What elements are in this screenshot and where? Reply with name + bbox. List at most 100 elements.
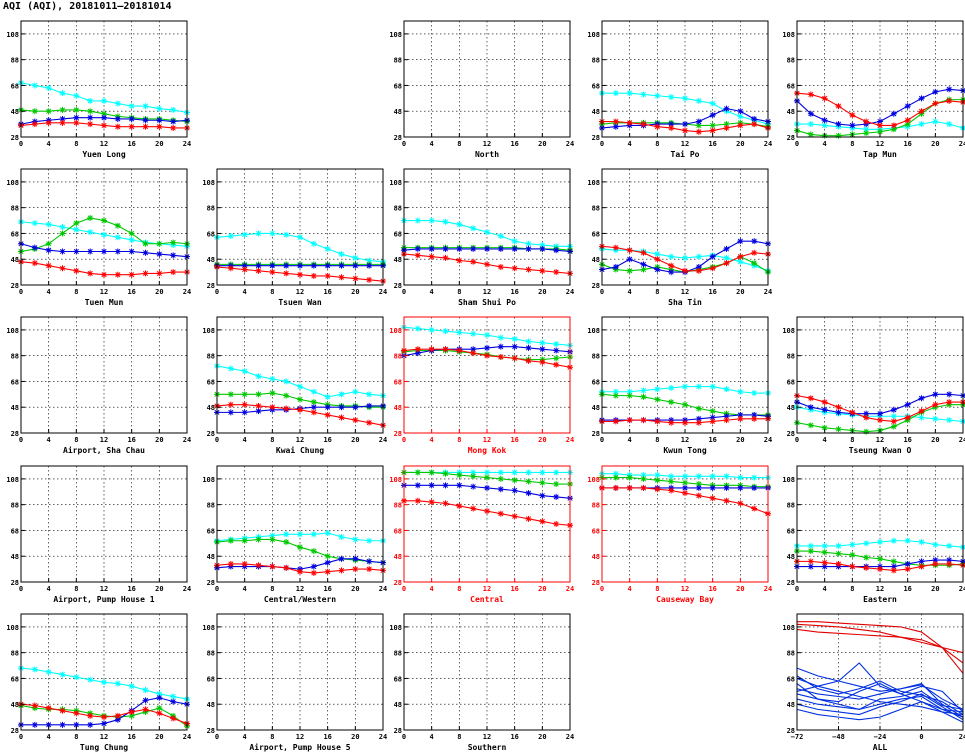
tick-label-x: 24 [379, 585, 387, 593]
data-point [170, 124, 177, 131]
data-point [142, 270, 149, 277]
tick-label-y: 108 [587, 31, 600, 39]
data-point [890, 418, 897, 425]
data-point [87, 121, 94, 128]
data-point [654, 92, 661, 99]
data-point [310, 388, 317, 395]
tick-label-y: 48 [207, 404, 215, 412]
tick-label-y: 68 [11, 230, 19, 238]
series-line [796, 667, 964, 710]
data-point [470, 505, 477, 512]
data-point [227, 265, 234, 272]
tick-label-x: 12 [681, 288, 689, 296]
data-point [101, 720, 107, 727]
data-point [470, 245, 477, 252]
data-point [821, 122, 828, 129]
data-point [807, 548, 814, 555]
data-point [73, 106, 80, 113]
data-point [751, 411, 758, 418]
data-point [668, 124, 675, 131]
data-point [695, 122, 702, 129]
data-point [835, 409, 842, 416]
tick-label-y: 28 [787, 134, 795, 142]
data-point [470, 483, 477, 490]
panel-title: Central/Western [264, 595, 336, 604]
data-point [456, 472, 463, 479]
data-point [352, 404, 359, 411]
tick-label-x: 24 [764, 140, 772, 148]
tick-label-x: 4 [628, 140, 632, 148]
data-point [170, 715, 177, 722]
tick-label-x: 8 [850, 436, 854, 444]
data-point [821, 559, 828, 566]
data-point [695, 481, 702, 488]
data-point [654, 251, 661, 258]
tick-label-x: 8 [655, 585, 659, 593]
tick-label-x: 12 [483, 140, 491, 148]
data-point [640, 484, 647, 491]
tick-label-y: 108 [202, 476, 215, 484]
data-point [45, 247, 52, 254]
tick-label-y: 88 [592, 353, 600, 361]
tick-label-x: 16 [708, 140, 716, 148]
tick-label-x: 0 [795, 140, 799, 148]
tick-label-x: 16 [510, 585, 518, 593]
data-point [73, 248, 80, 255]
tick-label-x: 12 [483, 288, 491, 296]
data-point [366, 419, 373, 426]
tick-label-x: 8 [74, 585, 78, 593]
tick-label-y: 28 [394, 134, 402, 142]
data-point [904, 537, 911, 544]
series-line [796, 683, 964, 710]
tick-label-x: 4 [243, 585, 247, 593]
data-point [73, 710, 80, 717]
tick-label-y: 48 [11, 256, 19, 264]
data-point [668, 262, 675, 269]
data-point [682, 383, 688, 390]
tick-label-y: 108 [389, 624, 402, 632]
tick-label-x: 24 [566, 140, 574, 148]
data-point [821, 399, 828, 406]
data-point [128, 230, 135, 237]
data-point [626, 388, 633, 395]
tick-label-x: 0 [19, 288, 23, 296]
tick-label-y: 48 [592, 404, 600, 412]
data-point [709, 473, 716, 480]
panel-title: Tsuen Wan [278, 298, 322, 307]
data-point [849, 551, 856, 558]
data-point [682, 127, 688, 134]
data-point [497, 233, 504, 240]
data-point [525, 469, 532, 476]
data-point [310, 272, 317, 279]
data-point [45, 262, 52, 269]
tick-label-y: 68 [11, 378, 19, 386]
data-point [612, 263, 619, 270]
data-point [877, 118, 883, 125]
data-point [45, 240, 52, 247]
data-point [87, 712, 94, 719]
data-point [654, 266, 661, 273]
data-point [128, 103, 135, 110]
data-point [525, 240, 532, 247]
data-point [442, 500, 449, 507]
data-point [73, 114, 80, 121]
data-point [539, 339, 546, 346]
tick-label-y: 68 [207, 675, 215, 683]
data-point [241, 266, 248, 273]
tick-label-x: 20 [931, 436, 939, 444]
data-point [525, 357, 532, 364]
data-point [227, 560, 234, 567]
tick-label-x: 24 [183, 585, 191, 593]
data-point [807, 542, 814, 549]
data-point [456, 502, 463, 509]
tick-label-y: 28 [592, 134, 600, 142]
tick-label-x: 20 [538, 436, 546, 444]
data-point [114, 123, 121, 130]
data-point [723, 497, 730, 504]
data-point [946, 399, 953, 406]
panel-title: North [475, 150, 499, 159]
data-point [525, 344, 532, 351]
data-point [904, 401, 911, 408]
